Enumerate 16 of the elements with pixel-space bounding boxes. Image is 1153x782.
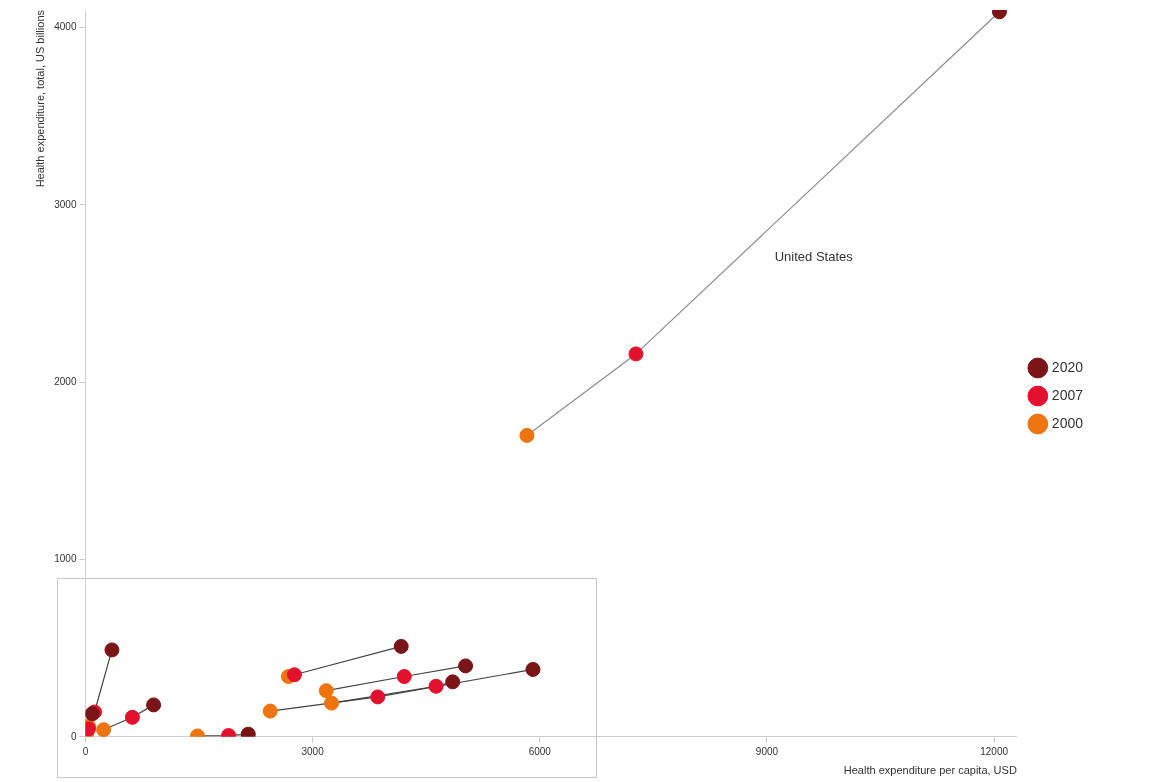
- x-tick-label: 6000: [528, 745, 552, 757]
- x-tick-label: 0: [82, 745, 89, 757]
- y-tick-label: 1000: [54, 553, 77, 565]
- y-axis-title: Health expenditure, total, US billions: [33, 9, 46, 188]
- x-tick-label: 3000: [301, 745, 325, 757]
- legend-label: 2000: [1051, 414, 1084, 431]
- y-tick-label: 3000: [54, 198, 77, 210]
- x-tick-label: 12000: [980, 745, 1009, 757]
- x-tick-label: 9000: [755, 745, 779, 757]
- y-tick-label: 0: [70, 730, 77, 742]
- legend-label: 2020: [1051, 358, 1084, 375]
- y-tick-label: 4000: [54, 21, 77, 33]
- x-axis-title: Health expenditure per capita, USD: [843, 764, 1017, 777]
- annotation: United States: [774, 248, 854, 264]
- legend-label: 2007: [1051, 386, 1084, 403]
- y-tick-label: 2000: [54, 376, 77, 388]
